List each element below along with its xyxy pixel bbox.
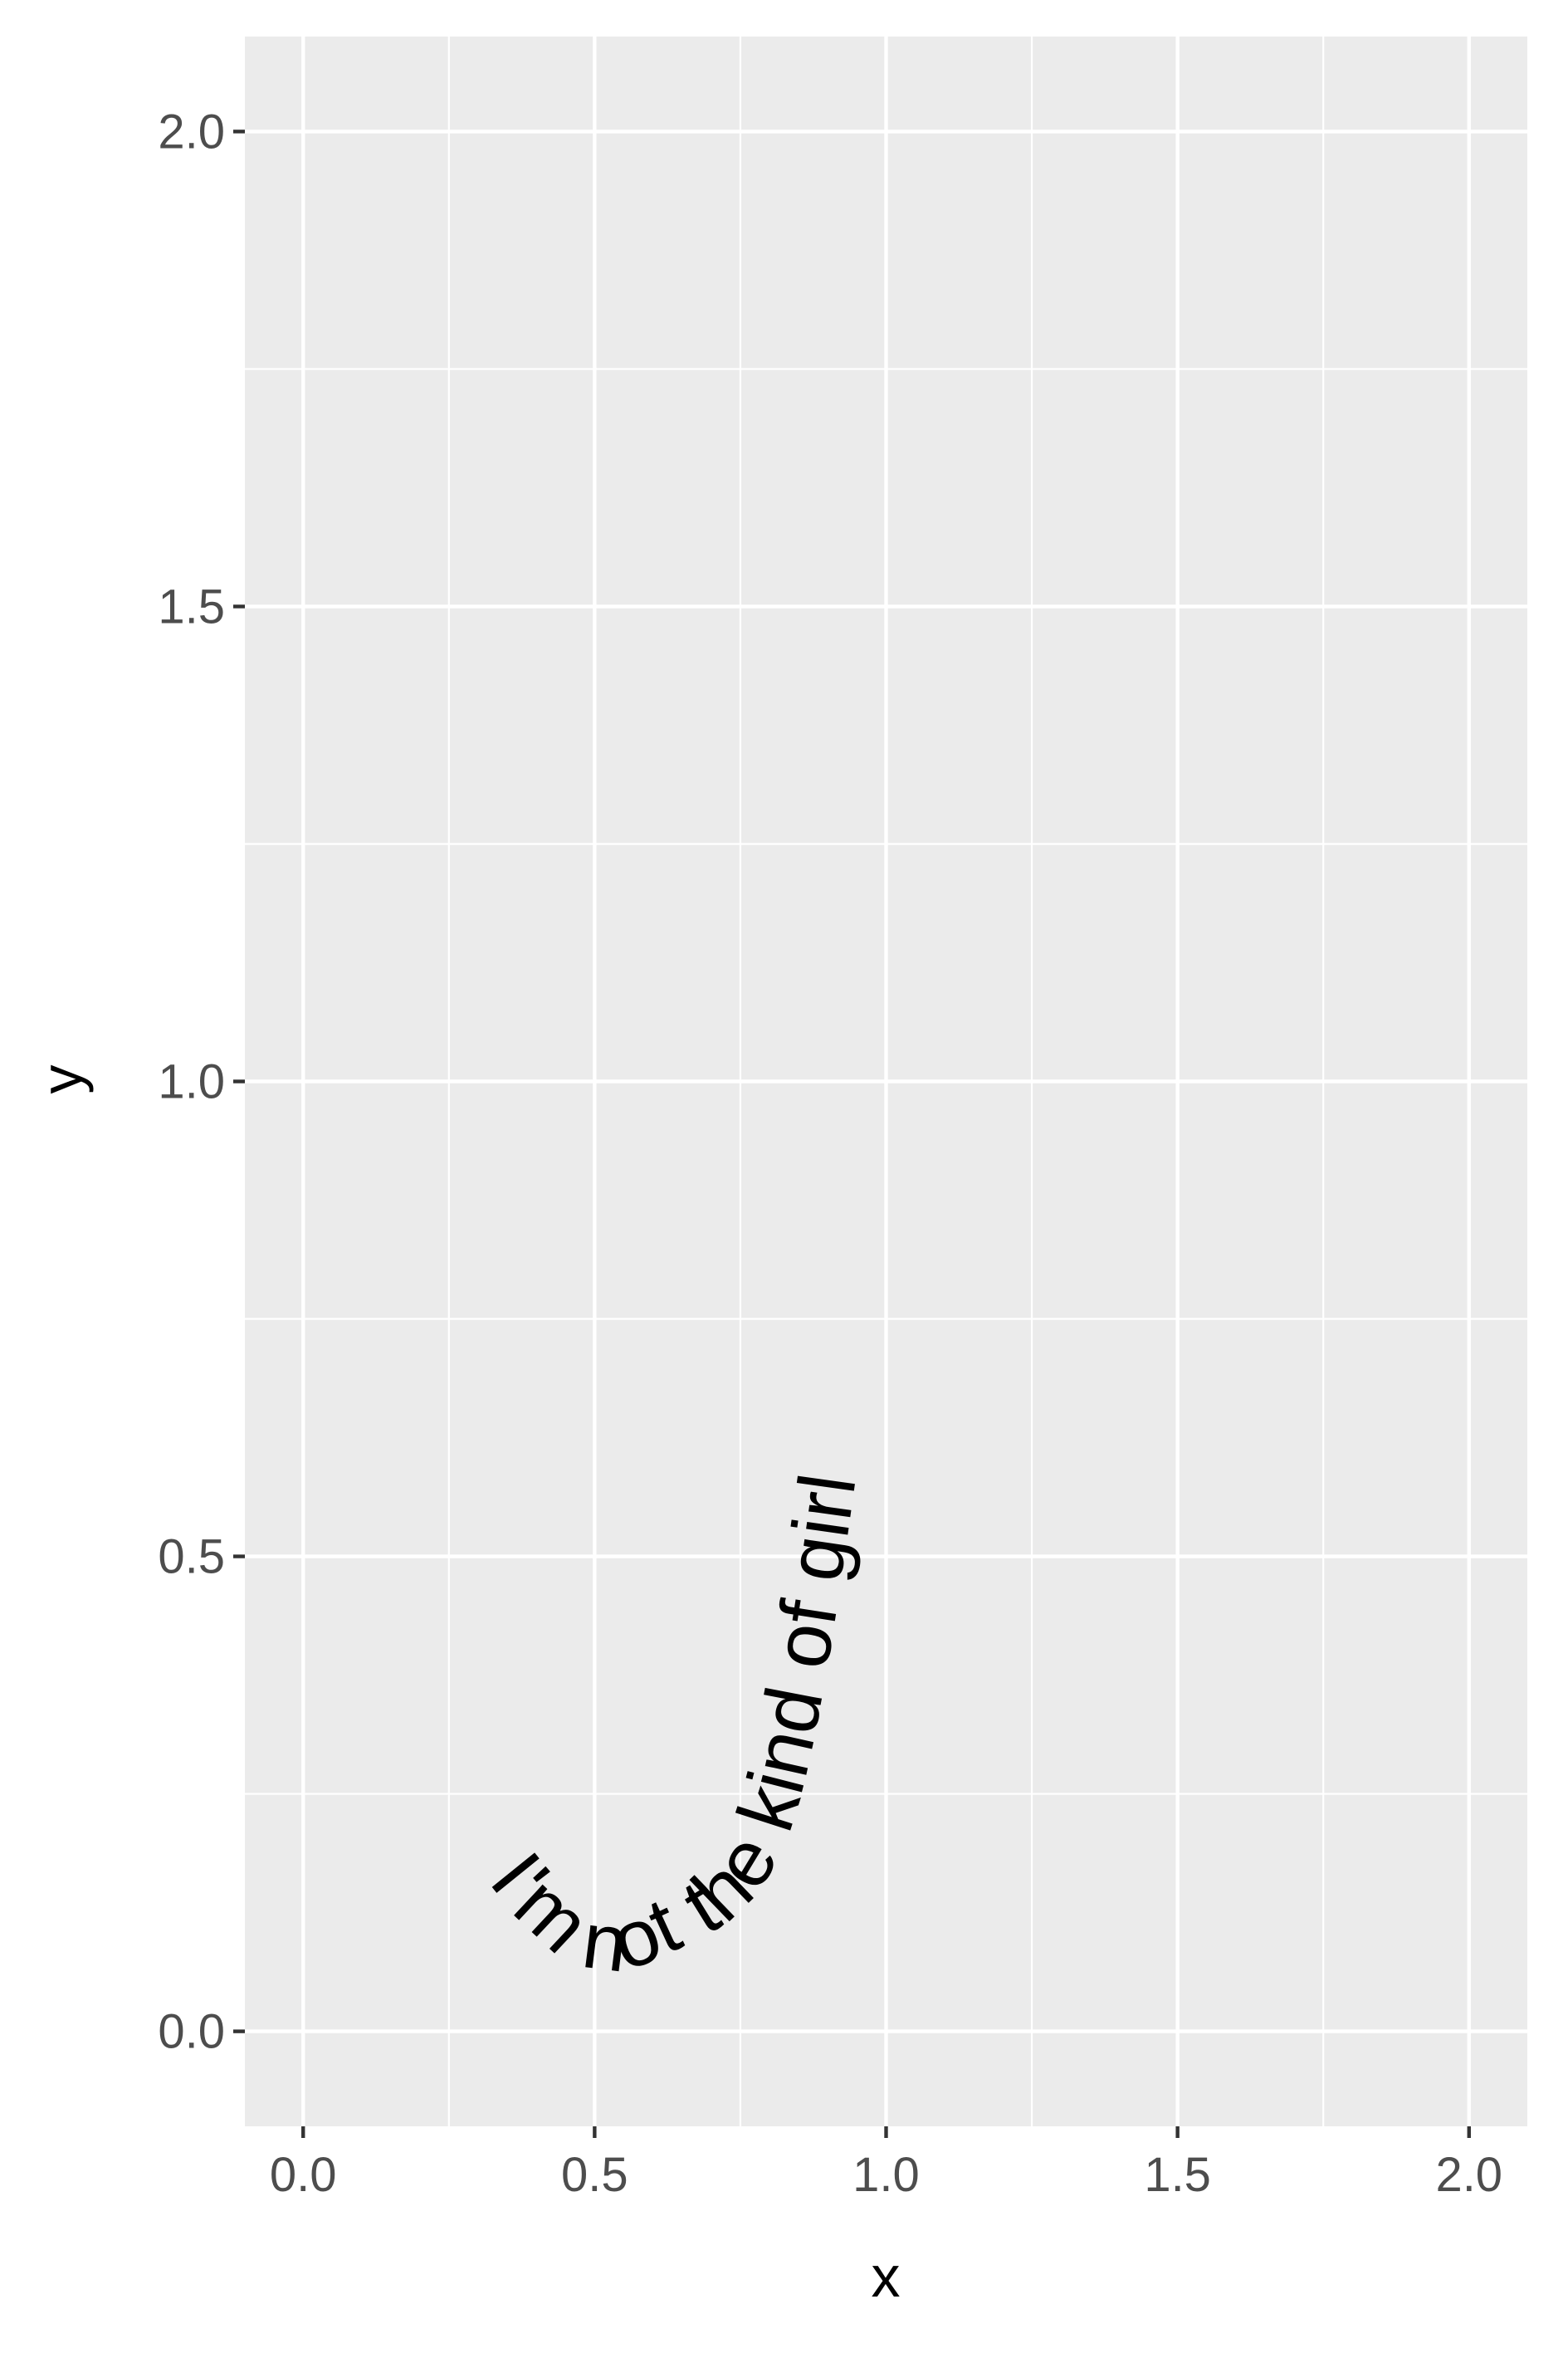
x-tick-label: 1.0 — [852, 2148, 920, 2202]
y-tick-label: 1.5 — [158, 580, 225, 634]
y-tick-label: 0.0 — [158, 2005, 225, 2059]
major-grid — [245, 37, 1527, 2126]
x-tick-label: 0.5 — [561, 2148, 628, 2202]
y-axis-title: y — [29, 1065, 94, 1094]
y-tick-label: 1.0 — [158, 1055, 225, 1109]
y-axis: 0.0 0.5 1.0 1.5 2.0 — [158, 105, 245, 2059]
x-tick-label: 0.0 — [270, 2148, 337, 2202]
x-axis: 0.0 0.5 1.0 1.5 2.0 — [270, 2126, 1502, 2202]
x-axis-title: x — [872, 2244, 901, 2309]
x-tick-label: 1.5 — [1144, 2148, 1211, 2202]
y-tick-label: 2.0 — [158, 105, 225, 159]
x-tick-label: 2.0 — [1435, 2148, 1502, 2202]
y-tick-label: 0.5 — [158, 1530, 225, 1584]
